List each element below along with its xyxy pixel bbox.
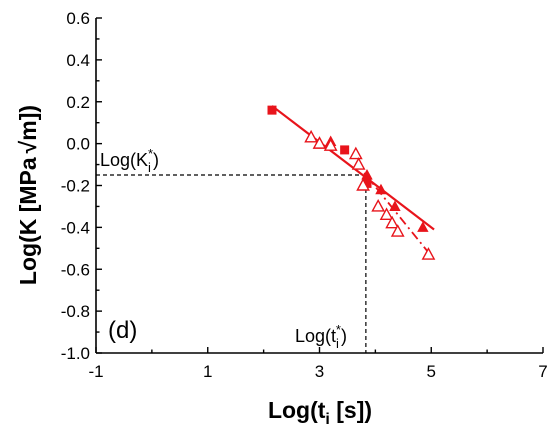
data-point-square <box>362 178 372 188</box>
y-tick-label: 0.4 <box>66 51 90 70</box>
data-marks <box>267 105 436 260</box>
t-star-label: Log(ti*) <box>295 322 347 351</box>
x-axis-title: Log(ti [s]) <box>268 397 372 428</box>
data-point-triangle-filled <box>417 221 429 232</box>
data-point-triangle-filled <box>389 200 401 211</box>
x-tick-label: -1 <box>88 362 103 381</box>
data-point-triangle-open <box>379 207 394 221</box>
y-tick-label: -0.8 <box>61 302 90 321</box>
data-point-triangle-open <box>385 215 400 229</box>
data-point-triangle-filled <box>375 183 387 195</box>
fit-line-dashdot <box>363 172 430 254</box>
data-point-triangle-open <box>371 198 386 212</box>
data-point-triangle-open <box>356 178 370 191</box>
y-tick-label: -0.6 <box>61 260 90 279</box>
data-point-triangle-open <box>323 138 338 151</box>
data-point-triangle-open <box>348 146 363 160</box>
panel-label: (d) <box>108 317 137 344</box>
data-point-triangle-open <box>351 157 366 170</box>
data-point-square <box>267 105 277 115</box>
fit-lines <box>271 105 435 254</box>
x-tick-label: 5 <box>427 362 436 381</box>
data-point-triangle-open <box>304 129 318 143</box>
x-tick-label: 1 <box>203 362 212 381</box>
data-point-triangle-open <box>421 247 436 260</box>
axes: 0.6 0.4 0.2 0.0 -0.2 -0.4 -0.6 -0.8 -1.0-1 1 3 5 7 <box>61 9 548 381</box>
data-point-square <box>340 145 350 155</box>
x-tick-label: 3 <box>315 362 324 381</box>
y-tick-label: -0.2 <box>61 177 90 196</box>
y-tick-label: 0.2 <box>66 93 90 112</box>
data-point-triangle-filled <box>361 169 373 180</box>
data-point-triangle-open <box>390 224 405 237</box>
y-tick-label: 0.0 <box>66 135 90 154</box>
guide-lines <box>96 174 367 353</box>
y-axis-title: Log(K [MPa√m]) <box>15 105 41 285</box>
y-tick-label: -0.4 <box>61 218 90 237</box>
y-tick-label: -1.0 <box>61 344 90 363</box>
k-star-label: Log(Ki*) <box>100 146 159 175</box>
y-tick-label: 0.6 <box>66 9 90 28</box>
x-tick-label: 7 <box>538 362 547 381</box>
sqrt-m: √m <box>15 120 41 153</box>
data-point-triangle-open <box>312 136 327 149</box>
